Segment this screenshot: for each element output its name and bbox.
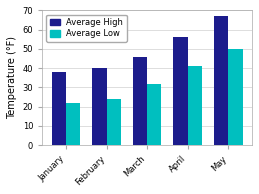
Bar bbox=[66, 103, 80, 145]
Bar bbox=[133, 57, 147, 145]
Bar bbox=[147, 84, 161, 145]
Bar bbox=[92, 68, 106, 145]
Bar bbox=[174, 37, 188, 145]
Y-axis label: Temperature (°F): Temperature (°F) bbox=[7, 36, 17, 119]
Bar bbox=[52, 72, 66, 145]
Bar bbox=[188, 66, 202, 145]
Bar bbox=[228, 49, 242, 145]
Bar bbox=[214, 16, 228, 145]
Bar bbox=[106, 99, 121, 145]
Legend: Average High, Average Low: Average High, Average Low bbox=[46, 15, 127, 42]
